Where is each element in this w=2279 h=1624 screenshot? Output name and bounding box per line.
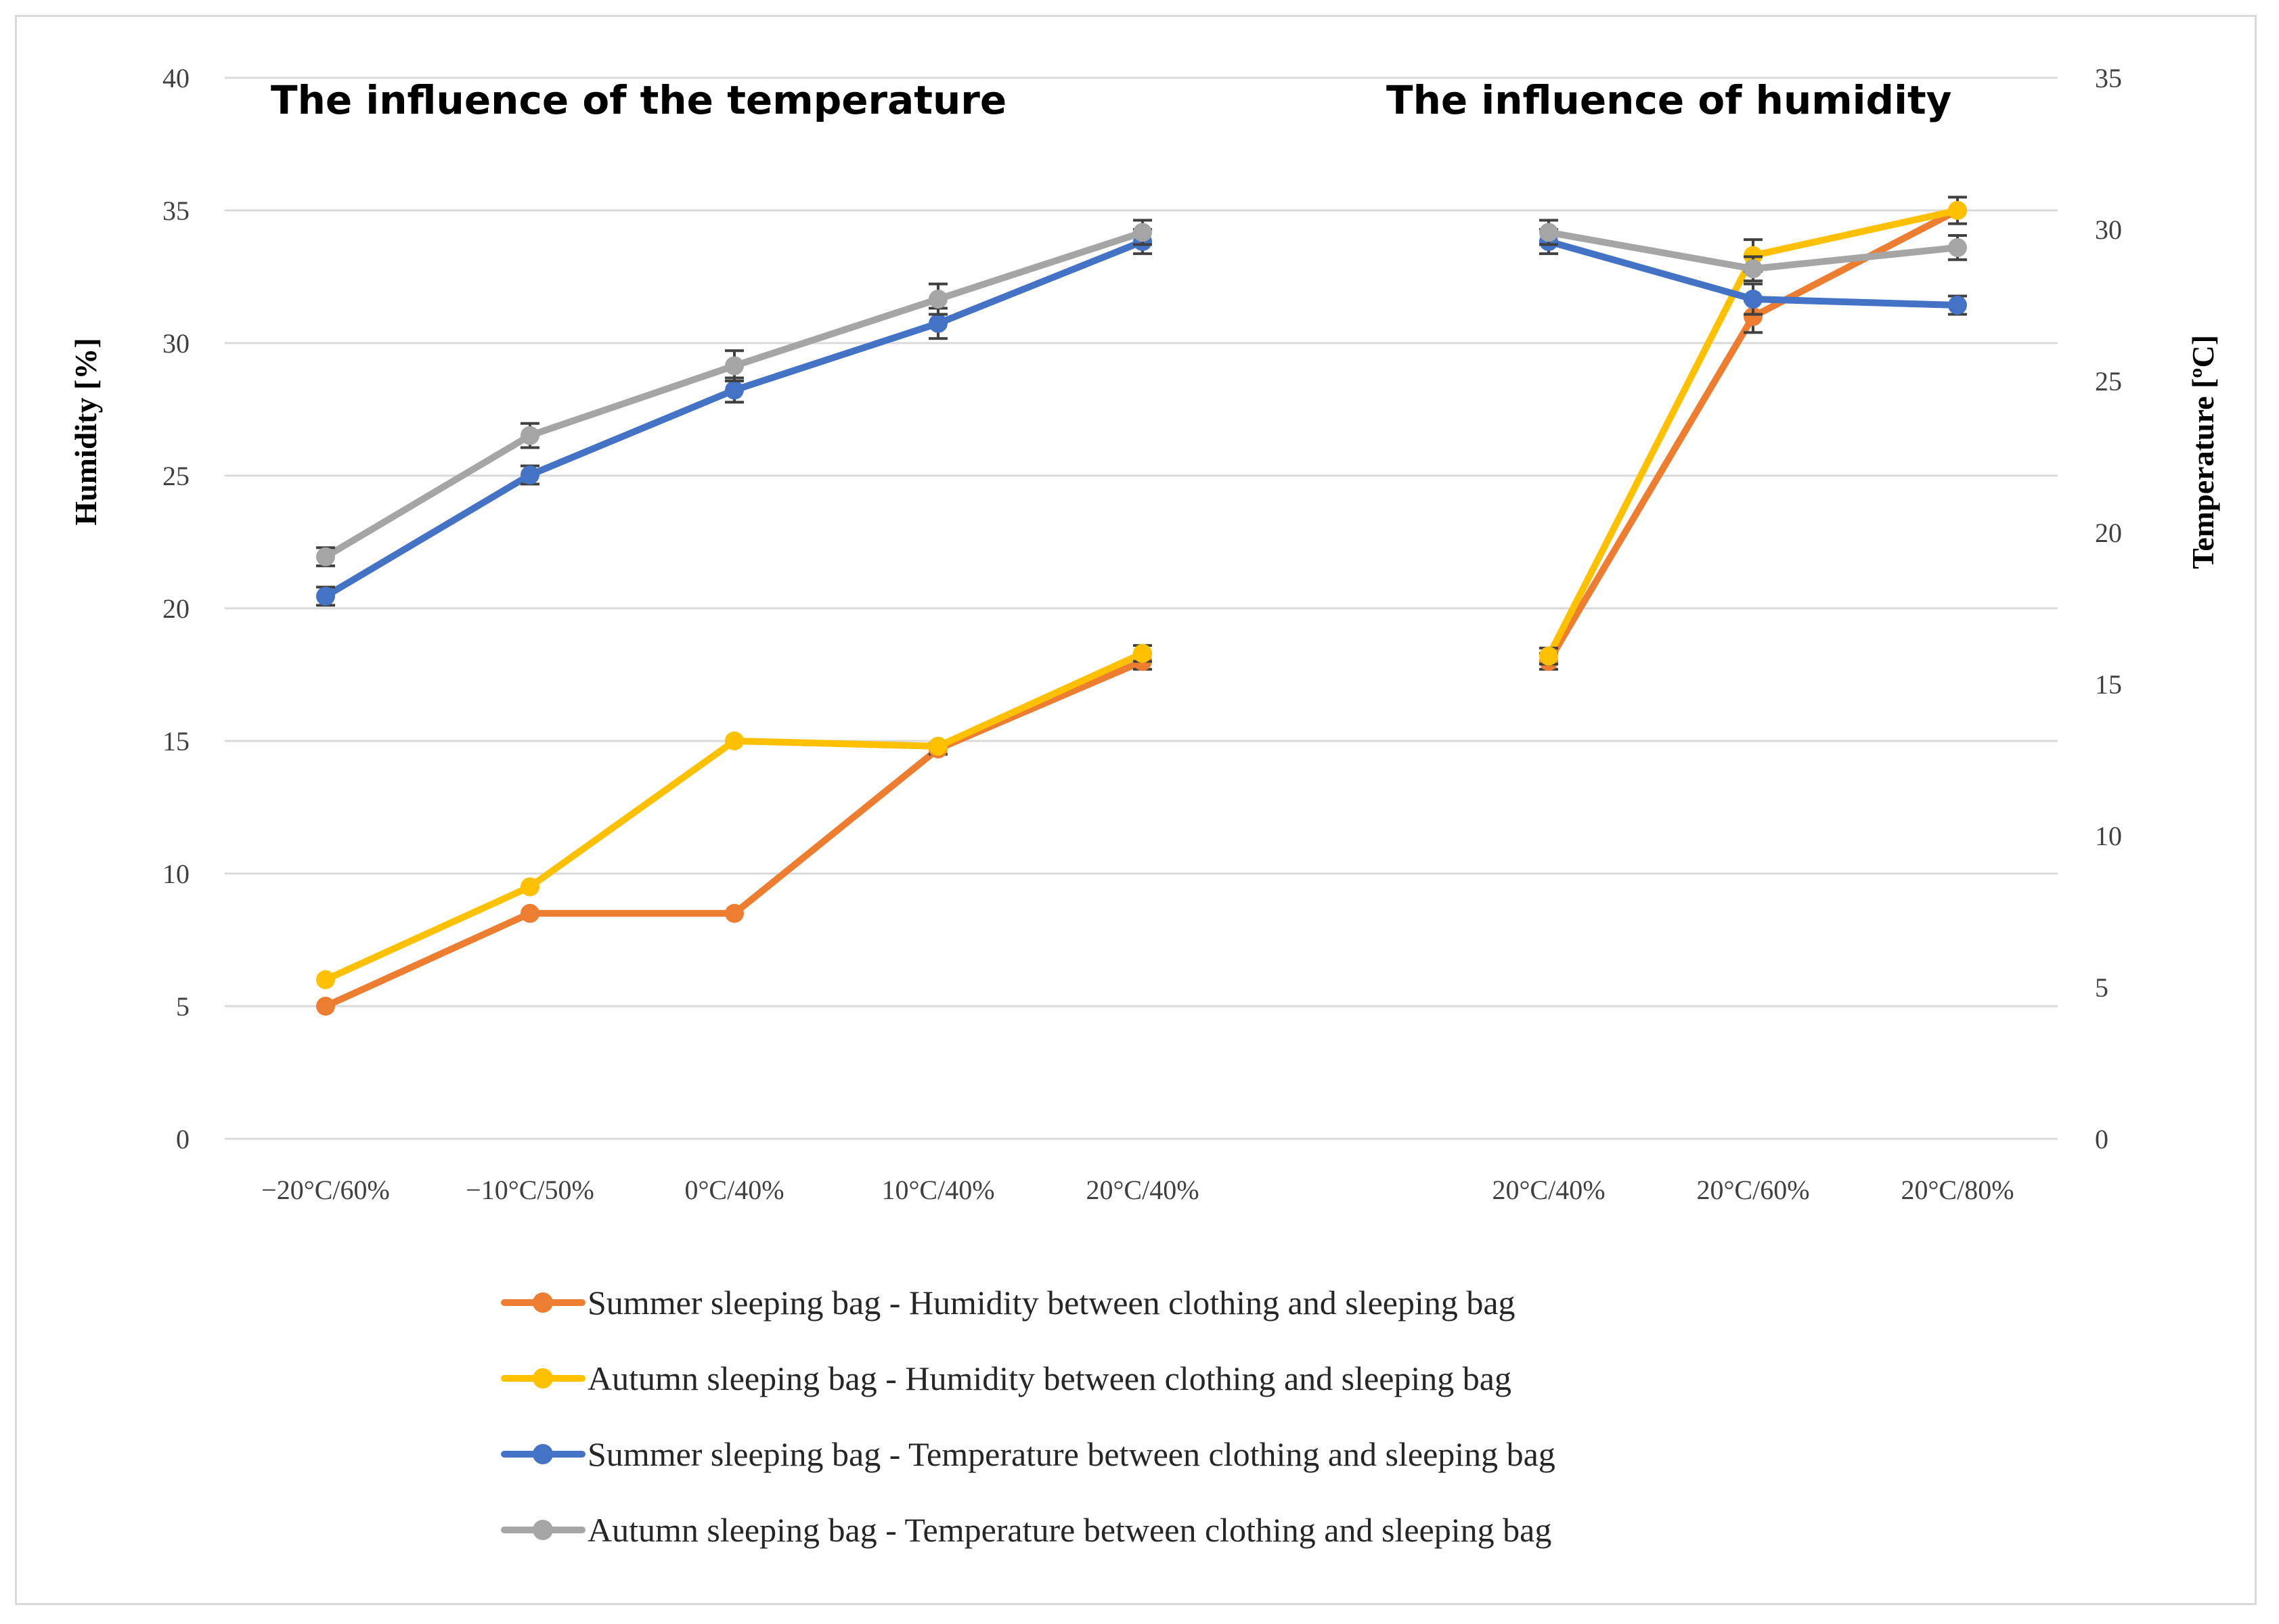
data-point — [725, 380, 744, 400]
series-2 — [316, 228, 1967, 607]
y-right-tick-label: 5 — [2095, 972, 2108, 1003]
data-point — [1744, 259, 1763, 279]
gridlines — [225, 76, 2058, 1140]
series-1 — [316, 196, 1967, 989]
data-point — [1948, 238, 1967, 257]
y-left-tick-label: 30 — [162, 328, 190, 359]
data-point — [1539, 646, 1558, 666]
data-point — [316, 547, 335, 566]
x-tick-label: −10°C/50% — [466, 1175, 594, 1205]
right-axis-ticks: 0 5 10 15 20 25 30 35 — [2095, 63, 2122, 1154]
y-left-tick-label: 40 — [162, 63, 190, 93]
series-line — [322, 658, 1146, 1010]
series — [316, 196, 1967, 1016]
chart-frame — [15, 15, 2257, 1605]
y-left-tick-label: 20 — [162, 593, 190, 624]
series-3 — [316, 219, 1967, 568]
legend-item: Autumn sleeping bag - Humidity between c… — [501, 1359, 1511, 1397]
panel-title-humidity: The influence of humidity — [1386, 77, 1951, 123]
data-point — [316, 587, 335, 606]
legend-label: Autumn sleeping bag - Humidity between c… — [588, 1359, 1511, 1397]
y-left-tick-label: 0 — [176, 1124, 190, 1154]
data-point — [1133, 223, 1152, 242]
y-left-tick-label: 25 — [162, 461, 190, 491]
data-point — [521, 877, 539, 897]
x-tick-label: 0°C/40% — [684, 1175, 784, 1205]
x-tick-label: −20°C/60% — [261, 1175, 390, 1205]
y-left-axis-title: Humidity [%] — [68, 338, 103, 525]
data-point — [1744, 290, 1763, 309]
panel-title-temperature: The influence of the temperature — [271, 77, 1006, 123]
legend-swatch-marker — [533, 1444, 553, 1464]
y-left-tick-label: 5 — [176, 991, 190, 1022]
legend: Summer sleeping bag - Humidity between c… — [501, 1284, 1555, 1549]
data-point — [1133, 644, 1152, 663]
y-right-tick-label: 35 — [2095, 63, 2122, 93]
data-point — [521, 903, 539, 923]
legend-label: Autumn sleeping bag - Temperature betwee… — [588, 1511, 1551, 1549]
legend-swatch-marker — [533, 1292, 553, 1313]
data-point — [725, 903, 744, 923]
legend-label: Summer sleeping bag - Humidity between c… — [588, 1284, 1515, 1322]
data-point — [929, 290, 948, 309]
y-right-tick-label: 10 — [2095, 821, 2122, 851]
data-point — [316, 997, 335, 1016]
data-point — [725, 731, 744, 750]
data-point — [929, 313, 948, 333]
x-tick-label: 20°C/40% — [1492, 1175, 1605, 1205]
y-left-tick-label: 10 — [162, 859, 190, 889]
legend-swatch-marker — [533, 1520, 553, 1540]
y-left-tick-label: 15 — [162, 726, 190, 757]
x-axis-ticks: −20°C/60% −10°C/50% 0°C/40% 10°C/40% 20°C/40… — [261, 1175, 2014, 1205]
data-point — [1744, 307, 1763, 326]
x-tick-label: 10°C/40% — [881, 1175, 994, 1205]
legend-item: Summer sleeping bag - Temperature betwee… — [501, 1435, 1555, 1473]
y-right-tick-label: 20 — [2095, 518, 2122, 548]
series-line — [322, 650, 1146, 983]
legend-item: Summer sleeping bag - Humidity between c… — [501, 1284, 1515, 1322]
legend-label: Summer sleeping bag - Temperature betwee… — [588, 1435, 1555, 1473]
y-left-tick-label: 35 — [162, 196, 190, 226]
data-point — [1948, 201, 1967, 220]
data-point — [316, 970, 335, 989]
legend-item: Autumn sleeping bag - Temperature betwee… — [501, 1511, 1551, 1549]
y-right-tick-label: 25 — [2095, 366, 2122, 397]
legend-swatch-marker — [533, 1368, 553, 1389]
y-right-axis-title: Temperature [ºC] — [2186, 335, 2220, 569]
left-axis-ticks: 0 5 10 15 20 25 30 35 40 — [162, 63, 190, 1154]
data-point — [1539, 223, 1558, 242]
data-point — [929, 736, 948, 756]
data-point — [1948, 296, 1967, 315]
series-line — [322, 238, 1146, 600]
data-point — [725, 356, 744, 376]
x-tick-label: 20°C/60% — [1696, 1175, 1809, 1205]
data-point — [521, 465, 539, 484]
x-tick-label: 20°C/80% — [1901, 1175, 2014, 1205]
y-right-tick-label: 15 — [2095, 669, 2122, 700]
y-right-tick-label: 0 — [2095, 1124, 2108, 1154]
data-point — [521, 426, 539, 445]
x-tick-label: 20°C/40% — [1086, 1175, 1199, 1205]
y-right-tick-label: 30 — [2095, 215, 2122, 245]
